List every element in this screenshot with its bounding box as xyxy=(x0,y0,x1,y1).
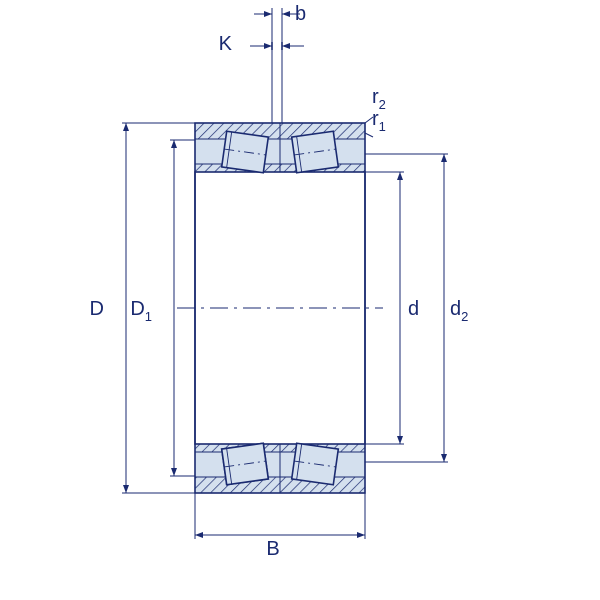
svg-text:D: D xyxy=(90,298,104,320)
svg-text:D1: D1 xyxy=(130,298,152,324)
svg-text:d2: d2 xyxy=(450,298,468,324)
svg-text:b: b xyxy=(295,3,306,25)
svg-text:d: d xyxy=(408,298,419,320)
svg-text:B: B xyxy=(266,538,279,560)
svg-text:K: K xyxy=(219,33,233,55)
